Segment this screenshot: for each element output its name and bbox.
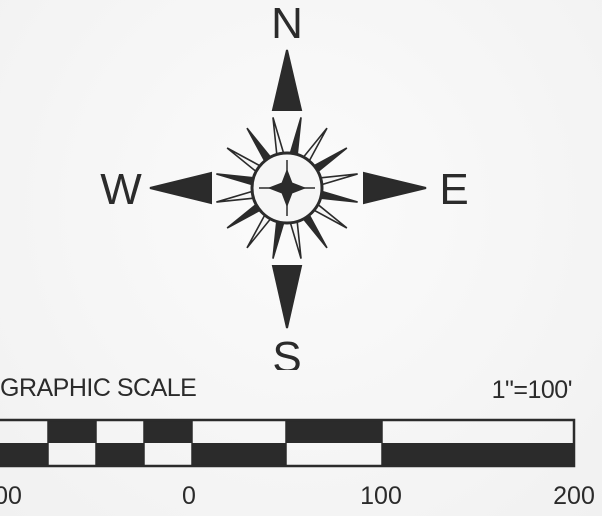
compass-ray — [226, 202, 263, 229]
scale-segment-bottom — [382, 443, 574, 466]
compass-ray — [272, 117, 285, 157]
scale-ratio: 1"=100' — [491, 376, 573, 404]
scale-tick-zero: 0 — [182, 482, 196, 510]
compass-ray — [246, 127, 273, 164]
west-label: W — [100, 165, 142, 214]
north-arrow — [271, 49, 303, 111]
scale-segment-bottom — [96, 443, 144, 466]
compass-ray — [289, 219, 302, 259]
south-arrow — [271, 265, 303, 329]
scale-tick-left: 00 — [0, 482, 22, 510]
compass-ray — [272, 219, 285, 259]
compass-center-star — [259, 160, 315, 216]
compass-ray — [311, 147, 348, 174]
compass-ray — [246, 212, 273, 249]
south-label: S — [272, 333, 301, 370]
scale-segment-top — [286, 420, 382, 443]
compass-ray — [311, 202, 348, 229]
compass-ray — [301, 212, 328, 249]
compass-ray — [289, 117, 302, 157]
compass-ray — [301, 127, 328, 164]
compass-ray — [318, 190, 358, 203]
west-arrow — [149, 171, 212, 205]
scale-title: GRAPHIC SCALE — [0, 374, 197, 402]
scale-tick-100: 100 — [360, 482, 402, 510]
scale-segment-top — [48, 420, 96, 443]
north-label: N — [271, 0, 303, 48]
compass-ray — [318, 173, 358, 186]
scale-segment-top — [144, 420, 192, 443]
east-arrow — [363, 171, 427, 205]
scale-segment-bottom — [192, 443, 286, 466]
east-label: E — [439, 165, 468, 214]
scale-segment-bottom — [0, 443, 48, 466]
compass-rose: N S W E — [100, 0, 468, 370]
graphic-scale-bar — [0, 418, 576, 468]
compass-ray — [216, 190, 256, 203]
compass-ray — [226, 147, 263, 174]
compass-ray — [216, 173, 256, 186]
scale-bar-outline — [0, 418, 576, 468]
scale-tick-200: 200 — [553, 482, 595, 510]
